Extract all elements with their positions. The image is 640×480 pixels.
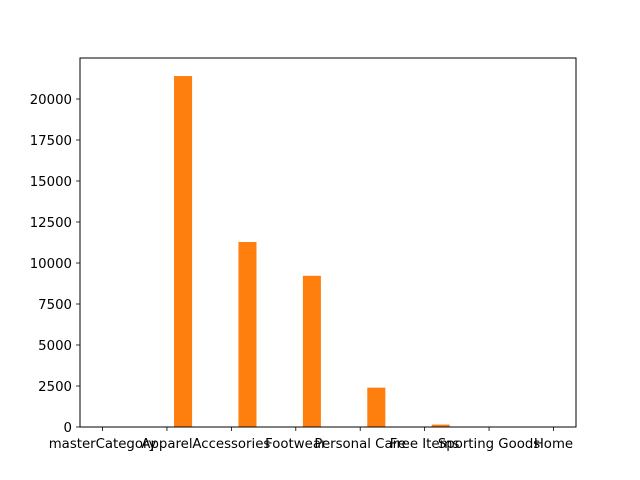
y-tick-label: 17500: [30, 134, 72, 149]
bar-0: [174, 76, 193, 427]
bar-1: [238, 242, 257, 427]
bar-4: [431, 424, 450, 427]
y-tick-label: 7500: [38, 298, 72, 313]
x-tick-label: Free Items: [390, 437, 460, 452]
y-tick-label: 5000: [38, 339, 72, 354]
x-tick-label: Accessories: [192, 437, 270, 452]
x-tick-label: Apparel: [141, 437, 192, 452]
x-tick-label: Personal Care: [314, 437, 406, 452]
y-tick-label: 15000: [30, 175, 72, 190]
y-tick-label: 0: [64, 421, 72, 436]
bars-layer: [174, 76, 450, 427]
x-tick-label: Sporting Goods: [438, 437, 540, 452]
bar-3: [367, 387, 386, 427]
x-tick-label: masterCategory: [49, 437, 157, 452]
plot-frame: [79, 57, 577, 428]
bar-2: [302, 275, 321, 427]
y-tick-label: 20000: [30, 93, 72, 108]
y-axis-ticks: 0 2500 5000 7500 10000 12500 15000 17500 20000: [30, 93, 80, 436]
x-tick-label: Footwear: [265, 437, 327, 452]
x-tick-label: Home: [534, 437, 573, 452]
y-tick-label: 2500: [38, 380, 72, 395]
y-tick-label: 12500: [30, 216, 72, 231]
y-tick-label: 10000: [30, 257, 72, 272]
